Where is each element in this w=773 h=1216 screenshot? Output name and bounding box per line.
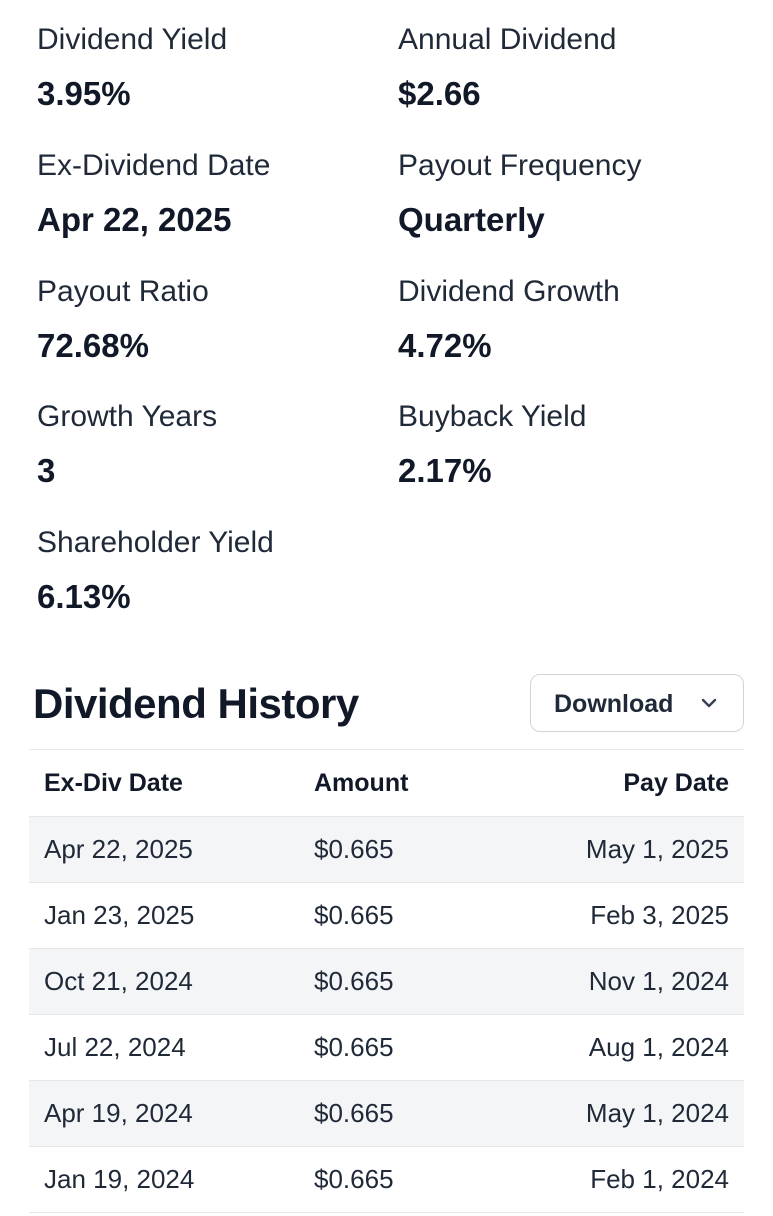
cell-amount: $0.665 <box>314 834 394 864</box>
table-row: Jan 19, 2024 $0.665 Feb 1, 2024 <box>29 1147 744 1213</box>
section-title: Dividend History <box>33 680 359 727</box>
stat-value: 4.72% <box>398 327 492 364</box>
table-row: Apr 19, 2024 $0.665 May 1, 2024 <box>29 1081 744 1147</box>
cell-pay-date: Feb 3, 2025 <box>590 900 729 930</box>
stat-payout-frequency: Payout Frequency Quarterly <box>398 146 738 242</box>
column-header-ex-div-date[interactable]: Ex-Div Date <box>44 768 183 797</box>
cell-amount: $0.665 <box>314 1098 394 1128</box>
stat-buyback-yield: Buyback Yield 2.17% <box>398 397 738 493</box>
stat-dividend-growth: Dividend Growth 4.72% <box>398 272 738 368</box>
cell-pay-date: Nov 1, 2024 <box>588 966 729 996</box>
cell-ex-div-date: Apr 19, 2024 <box>44 1098 193 1128</box>
table-row: Jan 23, 2025 $0.665 Feb 3, 2025 <box>29 883 744 949</box>
stat-ex-dividend-date: Ex-Dividend Date Apr 22, 2025 <box>37 146 377 242</box>
stat-value: $2.66 <box>398 75 481 112</box>
dividend-history-table: Ex-Div Date Amount Pay Date Apr 22, 2025… <box>29 749 744 1213</box>
stat-payout-ratio: Payout Ratio 72.68% <box>37 272 377 368</box>
stat-label: Dividend Growth <box>398 275 620 308</box>
cell-ex-div-date: Jul 22, 2024 <box>44 1032 186 1062</box>
stat-value: 72.68% <box>37 327 149 364</box>
cell-pay-date: Feb 1, 2024 <box>590 1164 729 1194</box>
cell-amount: $0.665 <box>314 1032 394 1062</box>
cell-pay-date: May 1, 2025 <box>585 834 729 864</box>
stat-growth-years: Growth Years 3 <box>37 397 377 493</box>
stat-label: Payout Frequency <box>398 149 642 182</box>
download-button[interactable]: Download <box>530 674 744 732</box>
stat-shareholder-yield: Shareholder Yield 6.13% <box>37 523 377 619</box>
cell-ex-div-date: Jan 23, 2025 <box>44 900 195 930</box>
stat-label: Dividend Yield <box>37 23 228 56</box>
table-row: Jul 22, 2024 $0.665 Aug 1, 2024 <box>29 1015 744 1081</box>
chevron-down-icon <box>701 698 717 708</box>
dividend-history-header: Dividend History Download <box>33 672 744 736</box>
table-row: Apr 22, 2025 $0.665 May 1, 2025 <box>29 817 744 883</box>
cell-ex-div-date: Oct 21, 2024 <box>44 966 193 996</box>
table-row: Oct 21, 2024 $0.665 Nov 1, 2024 <box>29 949 744 1015</box>
stat-label: Ex-Dividend Date <box>37 149 271 182</box>
stat-value: 6.13% <box>37 578 131 615</box>
stat-annual-dividend: Annual Dividend $2.66 <box>398 20 738 116</box>
stat-value: 3.95% <box>37 75 131 112</box>
cell-ex-div-date: Jan 19, 2024 <box>44 1164 195 1194</box>
stat-label: Annual Dividend <box>398 23 617 56</box>
column-header-amount[interactable]: Amount <box>314 768 409 797</box>
stat-dividend-yield: Dividend Yield 3.95% <box>37 20 377 116</box>
cell-amount: $0.665 <box>314 900 394 930</box>
cell-ex-div-date: Apr 22, 2025 <box>44 834 193 864</box>
stat-label: Shareholder Yield <box>37 526 274 559</box>
cell-amount: $0.665 <box>314 966 394 996</box>
stat-label: Payout Ratio <box>37 275 209 308</box>
cell-pay-date: May 1, 2024 <box>585 1098 729 1128</box>
table-header-row: Ex-Div Date Amount Pay Date <box>29 750 744 817</box>
stat-value: 2.17% <box>398 452 492 489</box>
cell-pay-date: Aug 1, 2024 <box>588 1032 729 1062</box>
stat-value: Apr 22, 2025 <box>37 201 232 238</box>
column-header-pay-date[interactable]: Pay Date <box>623 768 729 797</box>
download-button-label: Download <box>554 690 674 718</box>
stat-value: Quarterly <box>398 201 545 238</box>
stat-label: Growth Years <box>37 400 218 433</box>
stat-value: 3 <box>37 452 56 489</box>
stat-label: Buyback Yield <box>398 400 587 433</box>
cell-amount: $0.665 <box>314 1164 394 1194</box>
